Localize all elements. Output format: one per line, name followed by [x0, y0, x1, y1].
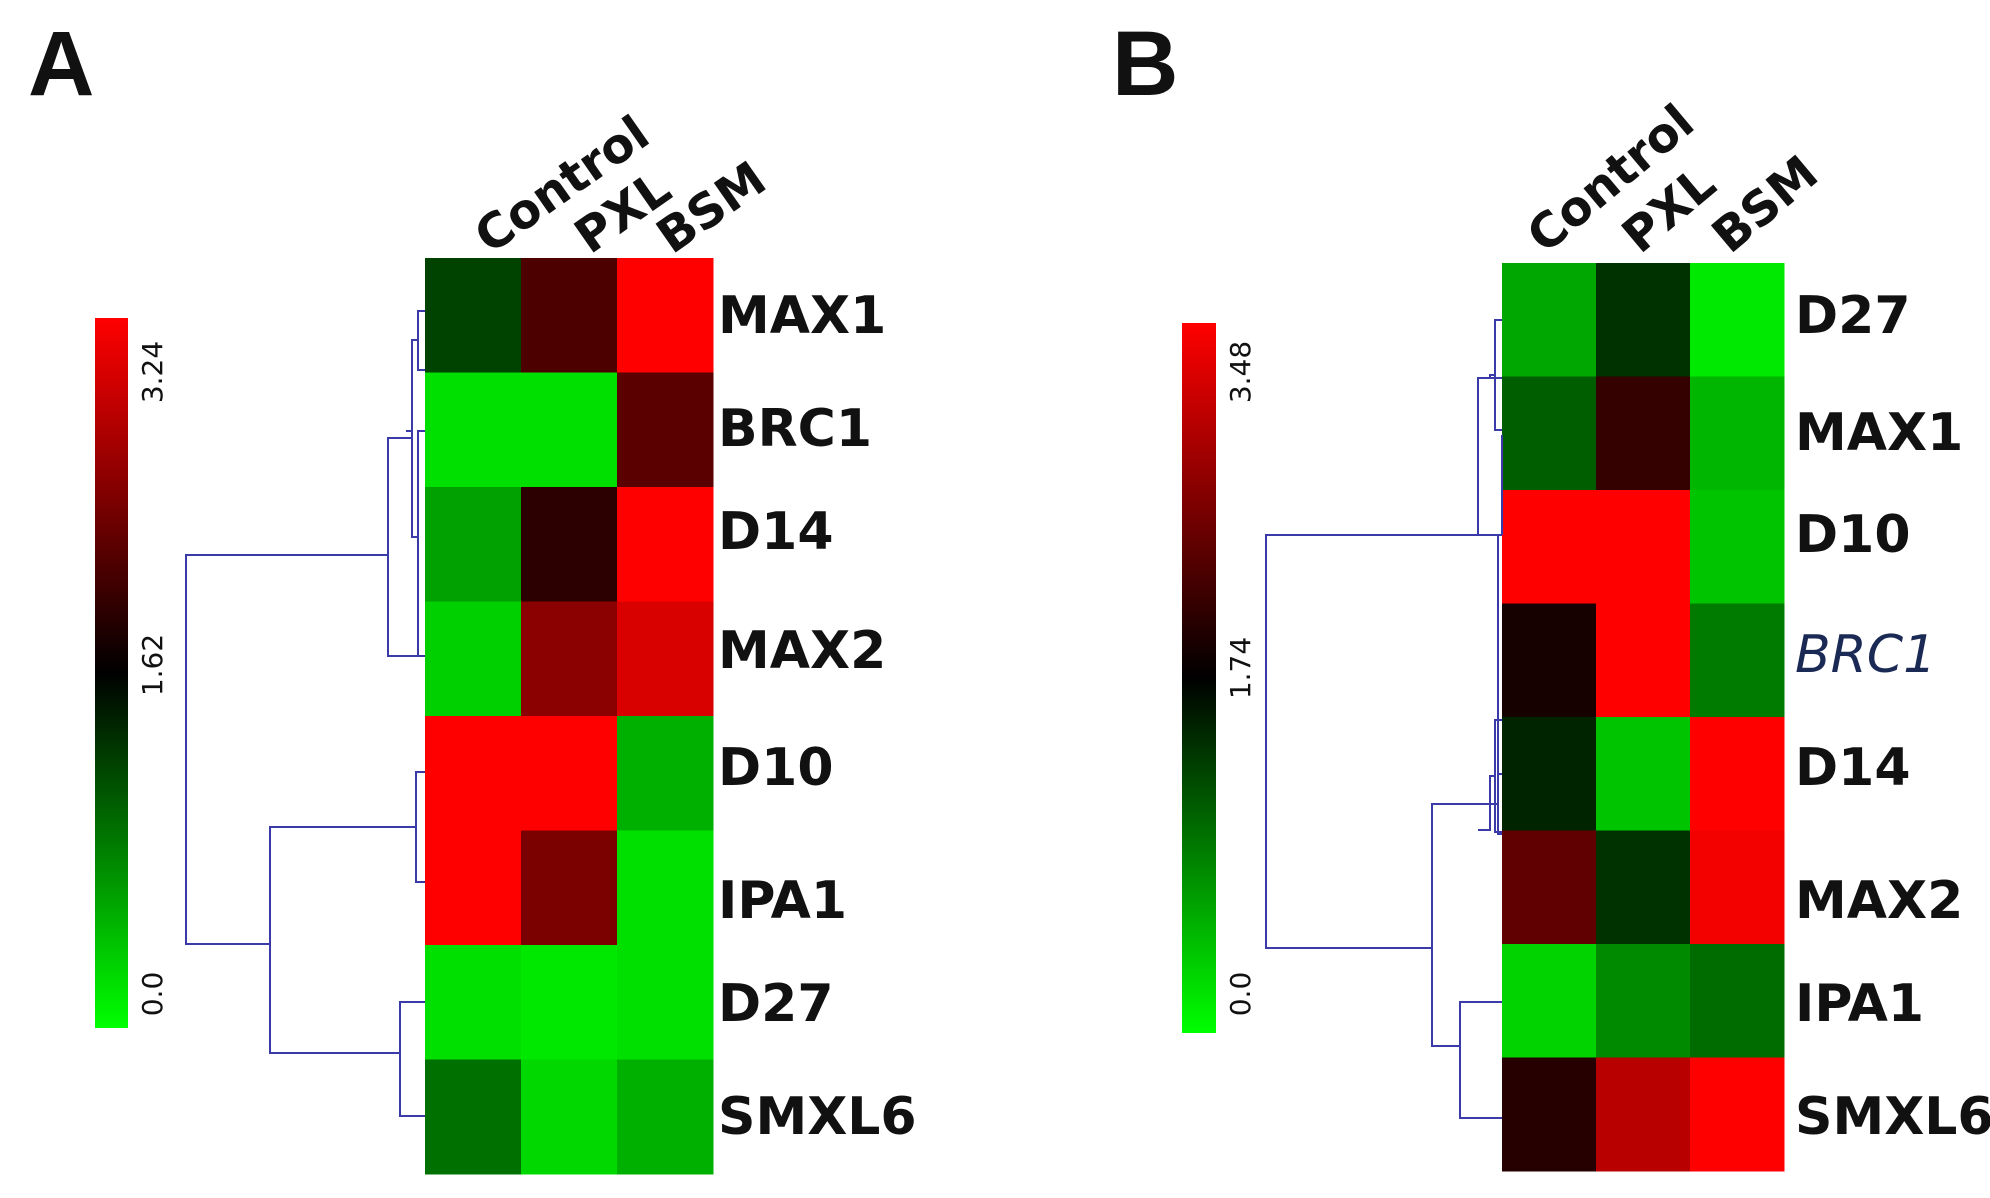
- heatmap-cell: [1596, 490, 1691, 604]
- row-label: D14: [718, 502, 834, 562]
- heatmap-cell: [1596, 830, 1691, 945]
- column-label: BSM: [1702, 145, 1829, 264]
- heatmap-cell: [1690, 944, 1785, 1058]
- heatmap-cell: [1690, 603, 1785, 718]
- heatmap-cell: [521, 716, 618, 831]
- row-dendrogram: [185, 310, 425, 1117]
- heatmap-cell: [1596, 717, 1691, 831]
- heatmap-cell: [617, 945, 714, 1060]
- heatmap-cell: [617, 258, 714, 373]
- row-label: D27: [1795, 286, 1911, 346]
- row-label: BRC1: [1795, 625, 1936, 685]
- heatmap-cell: [1502, 603, 1597, 718]
- row-label: D14: [1795, 738, 1911, 798]
- heatmap-cell: [1502, 490, 1597, 604]
- heatmap-cell: [521, 372, 618, 488]
- heatmap-cell: [1596, 376, 1691, 491]
- heatmap-cell: [1596, 944, 1691, 1058]
- row-dendrogram: [1265, 319, 1503, 1119]
- heatmap-cell: [617, 601, 714, 717]
- heatmap-cell: [521, 830, 618, 946]
- heatmap-cell: [1596, 603, 1691, 718]
- panel-label: B: [1112, 13, 1178, 115]
- heatmap-cell: [521, 945, 618, 1060]
- heatmap-cell: [521, 601, 618, 717]
- panel-label: A: [28, 13, 94, 115]
- heatmap-cell: [1596, 263, 1691, 377]
- heatmap-cell: [425, 716, 522, 831]
- heatmap-cell: [425, 1059, 522, 1175]
- column-label: BSM: [647, 151, 777, 265]
- heatmap-cell: [1502, 944, 1597, 1058]
- row-label: D10: [718, 738, 834, 798]
- row-label: IPA1: [718, 871, 847, 931]
- row-label: MAX1: [1795, 403, 1963, 463]
- heatmap-cell: [521, 258, 618, 373]
- heatmap-cell: [521, 487, 618, 602]
- row-label: SMXL6: [718, 1087, 917, 1147]
- color-scale-tick-mid: 1.62: [136, 634, 169, 696]
- heatmap-cell: [1502, 717, 1597, 831]
- heatmap-cell: [425, 601, 522, 717]
- heatmap-cell: [617, 487, 714, 602]
- heatmap-cell: [1690, 263, 1785, 377]
- heatmap-cell: [425, 258, 522, 373]
- row-label: BRC1: [718, 399, 872, 459]
- row-label: IPA1: [1795, 974, 1924, 1034]
- heatmap-cells: [425, 258, 714, 1175]
- heatmap-cell: [1690, 490, 1785, 604]
- heatmap-cell: [1596, 1057, 1691, 1172]
- heatmap-cell: [521, 1059, 618, 1175]
- row-label: MAX2: [1795, 871, 1963, 931]
- heatmap-cell: [617, 372, 714, 488]
- heatmap-cell: [617, 1059, 714, 1175]
- heatmap-cell: [425, 945, 522, 1060]
- heatmap-cell: [425, 372, 522, 488]
- heatmap-cell: [1502, 830, 1597, 945]
- color-scale-tick-max: 3.24: [136, 341, 169, 403]
- heatmap-cell: [425, 487, 522, 602]
- color-scale-tick-mid: 1.74: [1224, 637, 1257, 699]
- row-label: D10: [1795, 505, 1911, 565]
- color-scale-bar: [95, 318, 128, 1028]
- row-label: MAX2: [718, 621, 886, 681]
- color-scale-tick-min: 0.0: [1224, 972, 1257, 1017]
- heatmap-cells: [1502, 263, 1785, 1172]
- panel-b: B 3.48 1.74 0.0 Control PXL BSM D27 MAX1…: [1112, 13, 1990, 1172]
- heatmap-cell: [1502, 1057, 1597, 1172]
- heatmap-cell: [1690, 830, 1785, 945]
- heatmap-cell: [1502, 263, 1597, 377]
- heatmap-cell: [425, 830, 522, 946]
- color-scale-tick-min: 0.0: [136, 972, 169, 1017]
- color-scale-tick-max: 3.48: [1224, 341, 1257, 403]
- heatmap-cell: [1690, 376, 1785, 491]
- color-scale-bar: [1182, 323, 1216, 1033]
- heatmap-cell: [617, 830, 714, 946]
- heatmap-cell: [1690, 1057, 1785, 1172]
- row-label: MAX1: [718, 286, 886, 346]
- panel-a: A 3.24 1.62 0.0 Control PXL BSM MAX1 BRC…: [28, 13, 917, 1175]
- heatmap-cell: [1502, 376, 1597, 491]
- heatmap-cell: [617, 716, 714, 831]
- row-label: D27: [718, 974, 834, 1034]
- heatmap-cell: [1690, 717, 1785, 831]
- row-label: SMXL6: [1795, 1087, 1990, 1147]
